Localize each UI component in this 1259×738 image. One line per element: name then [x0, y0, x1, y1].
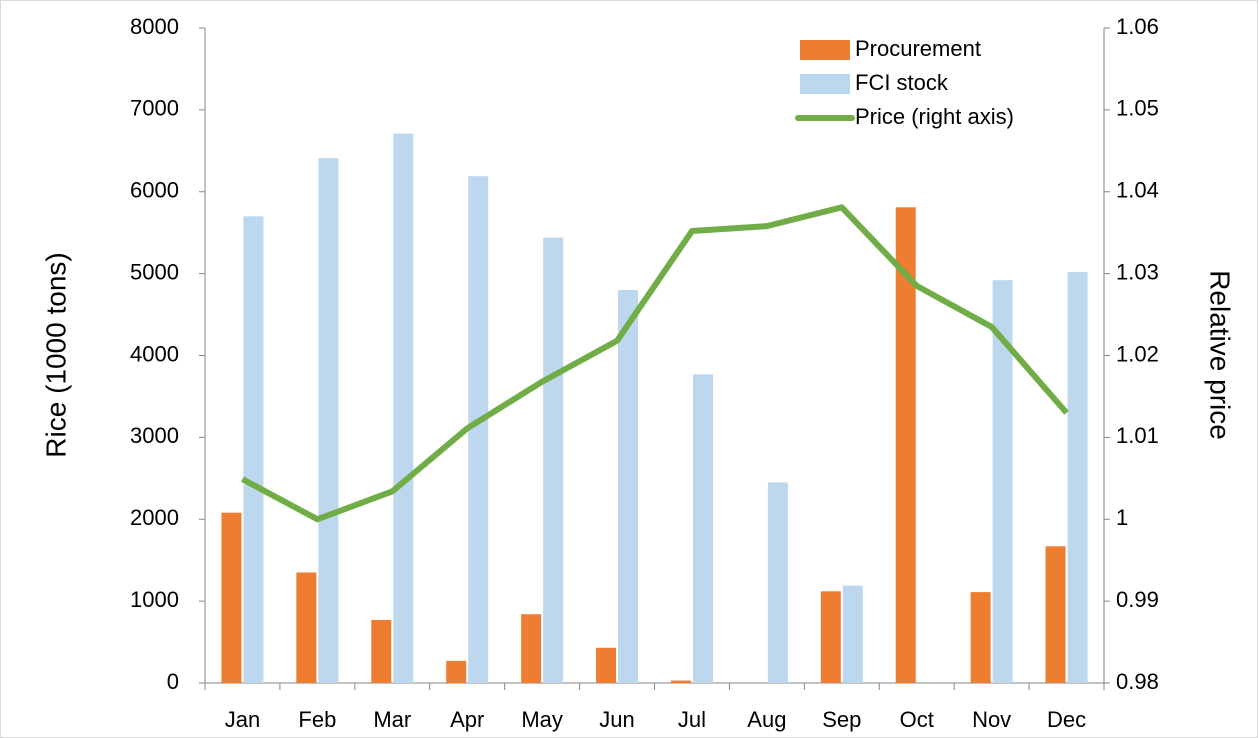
x-tick-label: Mar	[373, 707, 411, 732]
legend-label: Price (right axis)	[855, 104, 1014, 129]
y-tick-label: 8000	[130, 14, 179, 39]
bar	[820, 591, 841, 683]
y2-tick-label: 1.01	[1116, 423, 1159, 448]
bar	[767, 482, 788, 683]
bar	[446, 660, 467, 683]
bar	[393, 133, 414, 683]
line	[241, 204, 1069, 523]
x-tick-label: Oct	[900, 707, 934, 732]
x-tick-label: Nov	[972, 707, 1011, 732]
y2-axis-title: Relative price	[1205, 270, 1236, 440]
y-tick-label: 0	[167, 669, 179, 694]
y2-tick-label: 1.04	[1116, 178, 1159, 203]
bar	[318, 158, 339, 683]
y-tick-label: 1000	[130, 587, 179, 612]
legend-swatch	[800, 74, 850, 94]
legend-swatch	[800, 40, 850, 60]
bar	[296, 572, 317, 683]
y2-tick-label: 1	[1116, 505, 1128, 530]
bar	[543, 237, 564, 683]
y-tick-label: 3000	[130, 423, 179, 448]
bar	[1067, 271, 1088, 683]
bar	[371, 619, 392, 683]
x-tick-label: Jun	[599, 707, 634, 732]
y2-tick-label: 1.02	[1116, 341, 1159, 366]
bar	[670, 680, 691, 683]
bar	[618, 290, 639, 683]
bar	[895, 207, 916, 683]
y2-tick-label: 0.98	[1116, 669, 1159, 694]
bar	[243, 216, 264, 683]
x-tick-label: Jan	[225, 707, 260, 732]
x-tick-label: Aug	[747, 707, 786, 732]
bar	[521, 614, 542, 683]
y-tick-label: 4000	[130, 341, 179, 366]
y2-tick-label: 1.03	[1116, 259, 1159, 284]
bar	[596, 647, 617, 683]
bar	[970, 592, 991, 683]
y2-tick-label: 1.06	[1116, 14, 1159, 39]
y-axis-title: Rice (1000 tons)	[40, 252, 71, 457]
y-tick-label: 7000	[130, 96, 179, 121]
x-tick-label: Sep	[822, 707, 861, 732]
x-tick-label: Jul	[678, 707, 706, 732]
x-tick-label: Apr	[450, 707, 484, 732]
x-tick-label: Feb	[298, 707, 336, 732]
x-tick-label: May	[521, 707, 563, 732]
bar	[1045, 546, 1066, 683]
bar	[842, 585, 863, 683]
bar	[992, 280, 1013, 683]
y2-tick-label: 1.05	[1116, 96, 1159, 121]
legend-label: Procurement	[855, 36, 981, 61]
y-tick-label: 2000	[130, 505, 179, 530]
bar	[221, 512, 242, 683]
bar	[692, 374, 713, 683]
x-tick-label: Dec	[1047, 707, 1086, 732]
y-tick-label: 5000	[130, 259, 179, 284]
y-tick-label: 6000	[130, 178, 179, 203]
y2-tick-label: 0.99	[1116, 587, 1159, 612]
bar	[468, 176, 489, 683]
legend-label: FCI stock	[855, 70, 949, 95]
